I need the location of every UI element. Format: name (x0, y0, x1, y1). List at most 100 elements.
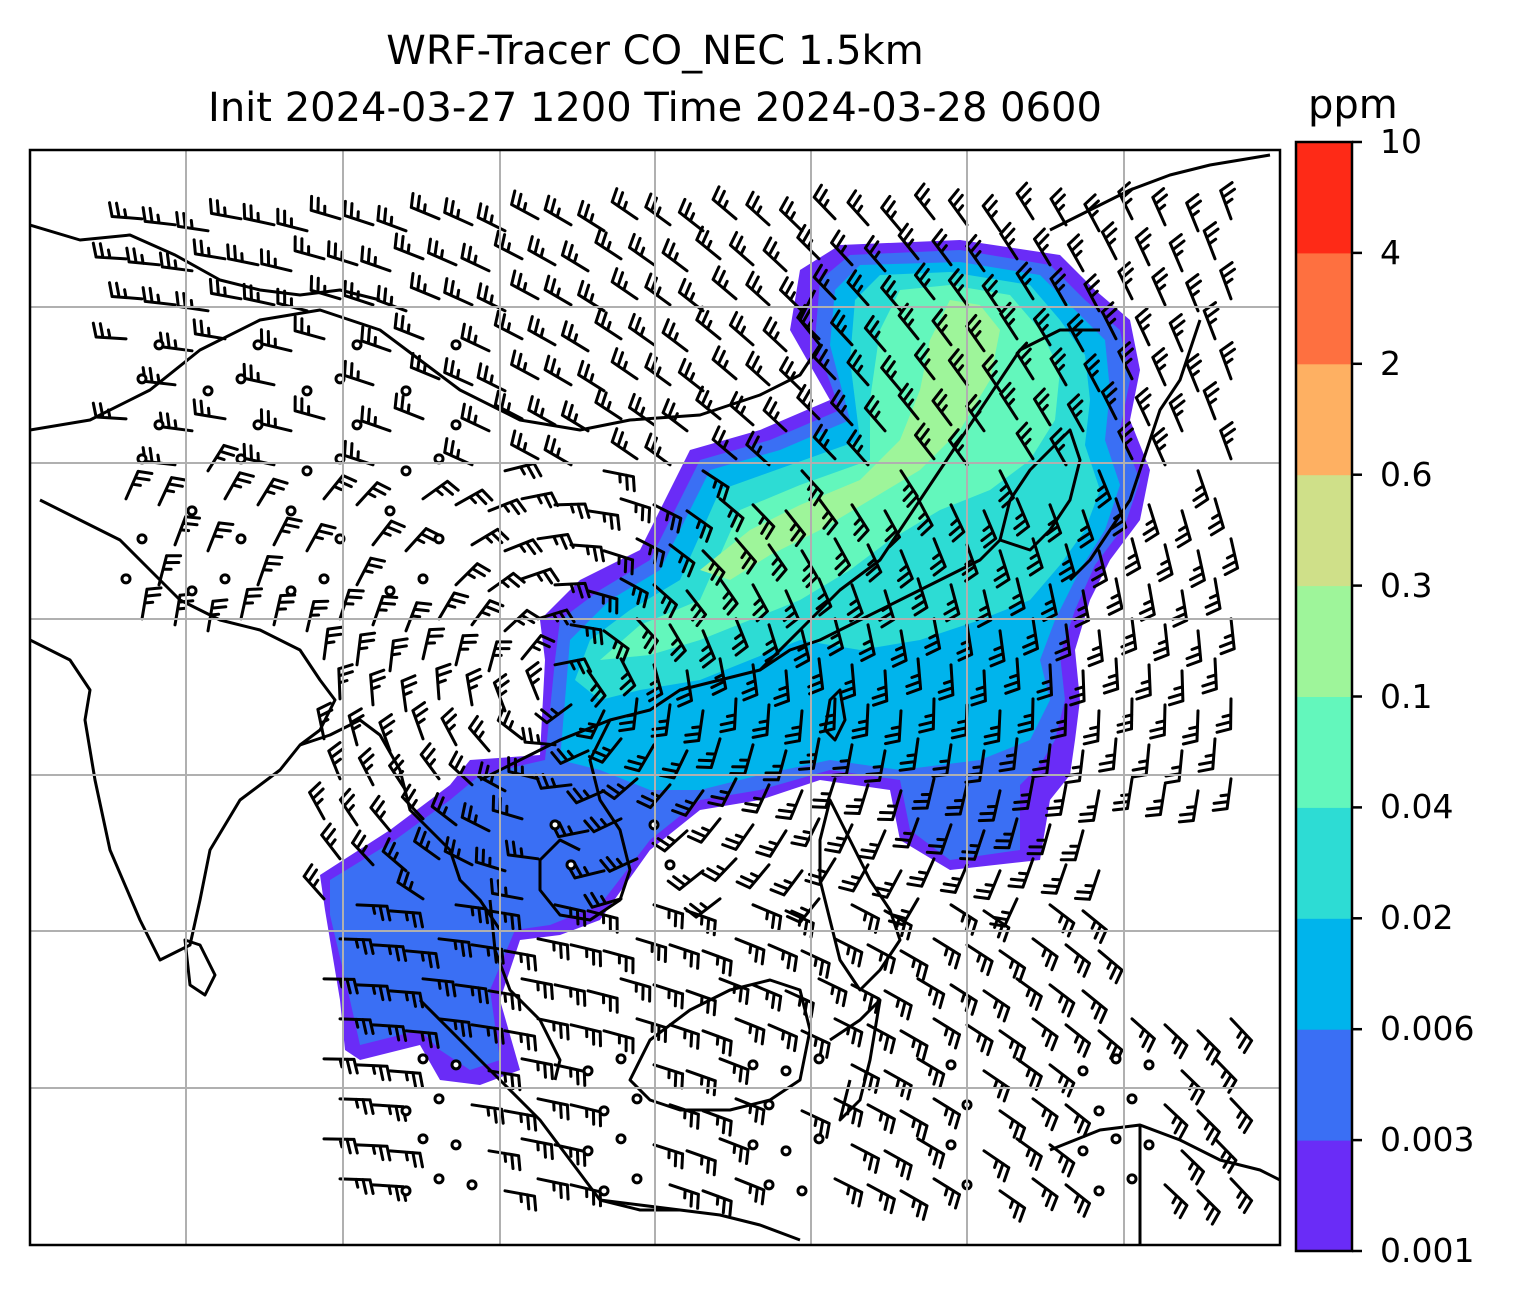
wind-barb (527, 395, 557, 427)
wind-barb (1213, 1137, 1238, 1174)
colorbar-segment (1296, 142, 1352, 254)
wind-barb (587, 737, 623, 764)
wind-barb (371, 519, 406, 547)
wind-barb (850, 983, 881, 1014)
wind-barb (355, 556, 386, 587)
wind-barb (807, 657, 825, 696)
calm-wind-marker (582, 1065, 594, 1077)
colorbar-tick-label: 0.001 (1380, 1231, 1475, 1270)
wind-barb (543, 194, 573, 227)
wind-barbs-layer (91, 181, 1254, 1226)
wind-barb (569, 1183, 602, 1208)
coastline-sulawesi (829, 998, 882, 1122)
calm-wind-marker (664, 859, 676, 871)
coastline-korea (998, 428, 1082, 552)
calm-wind-marker (450, 1139, 462, 1151)
wind-barb (635, 937, 668, 963)
wind-barb (762, 316, 788, 353)
wind-barb (259, 328, 293, 353)
wind-barb (1181, 709, 1200, 746)
wind-barb (527, 235, 557, 267)
wind-barb (1058, 543, 1076, 583)
wind-barb (898, 737, 920, 772)
wind-barb (108, 281, 144, 301)
wind-barb (520, 1057, 554, 1081)
wind-barb (338, 1177, 375, 1195)
wind-barb (371, 943, 408, 962)
wind-barb (666, 869, 705, 891)
wind-barb (866, 1103, 896, 1135)
wind-barb (863, 395, 887, 433)
wind-barb (906, 857, 936, 888)
wind-barb (454, 488, 494, 507)
wind-barb (369, 794, 392, 833)
wind-barb (914, 422, 936, 461)
wind-barb (916, 497, 934, 537)
wind-barb (863, 315, 887, 353)
wind-barb (476, 362, 507, 393)
wind-barb (338, 1097, 375, 1115)
wind-barb (676, 669, 693, 708)
calm-wind-marker (285, 505, 297, 517)
wind-barb (1219, 341, 1236, 381)
wind-barb (338, 937, 375, 955)
calm-wind-marker (186, 505, 198, 517)
wind-barb (1134, 227, 1152, 267)
wind-barb (594, 227, 623, 261)
wind-barb (812, 263, 837, 301)
calm-wind-marker (301, 465, 313, 477)
wind-barb (1229, 1177, 1254, 1214)
calm-wind-marker (417, 573, 429, 585)
wind-barb (1033, 387, 1052, 427)
wind-barb (1185, 629, 1203, 667)
wind-barb (1185, 273, 1202, 313)
calm-wind-marker (433, 533, 445, 545)
wind-barb (1066, 313, 1085, 353)
wind-barb (1050, 703, 1068, 740)
wind-barb (916, 1137, 946, 1170)
wind-barb (830, 229, 854, 267)
wind-barb (911, 577, 929, 617)
calm-wind-marker (747, 1139, 759, 1151)
wind-barb (536, 1017, 570, 1041)
wind-barb (343, 359, 375, 387)
wind-barb (619, 497, 652, 524)
wind-barb (779, 276, 804, 313)
wind-barb (125, 246, 161, 267)
wind-barb (983, 709, 1002, 746)
wind-barb (925, 823, 953, 855)
wind-barb (701, 857, 738, 882)
wind-barb (721, 823, 755, 851)
border-central-asia (30, 223, 381, 302)
wind-barb (610, 267, 639, 301)
wind-barb (1026, 823, 1052, 856)
wind-barb (1192, 469, 1210, 509)
wind-barb (685, 589, 707, 628)
wind-barb (779, 356, 804, 393)
wind-barb (602, 949, 635, 975)
wind-barb (487, 989, 522, 1012)
wind-barb (543, 434, 573, 467)
wind-barb (560, 240, 590, 273)
wind-barb (360, 325, 392, 353)
calm-wind-marker (1143, 1139, 1155, 1151)
wind-barb (208, 197, 243, 221)
wind-barb (1218, 617, 1236, 656)
wind-barb (695, 225, 722, 261)
wind-barb (487, 1149, 522, 1172)
wind-barb (1202, 301, 1220, 341)
wind-barb (474, 846, 507, 873)
wind-barb (871, 669, 889, 707)
wind-barb (890, 629, 908, 668)
calm-wind-marker (565, 859, 577, 871)
colorbar-tick-label: 2 (1380, 343, 1401, 383)
wind-barb (157, 476, 187, 507)
wind-barb (846, 349, 870, 387)
wind-barb (1130, 1017, 1156, 1053)
wind-barb (371, 1183, 408, 1202)
wind-barb (1048, 1143, 1076, 1178)
calm-wind-marker (1126, 1093, 1138, 1105)
wind-barb (1163, 749, 1184, 785)
wind-barb (435, 662, 453, 701)
wind-barb (668, 1023, 700, 1050)
